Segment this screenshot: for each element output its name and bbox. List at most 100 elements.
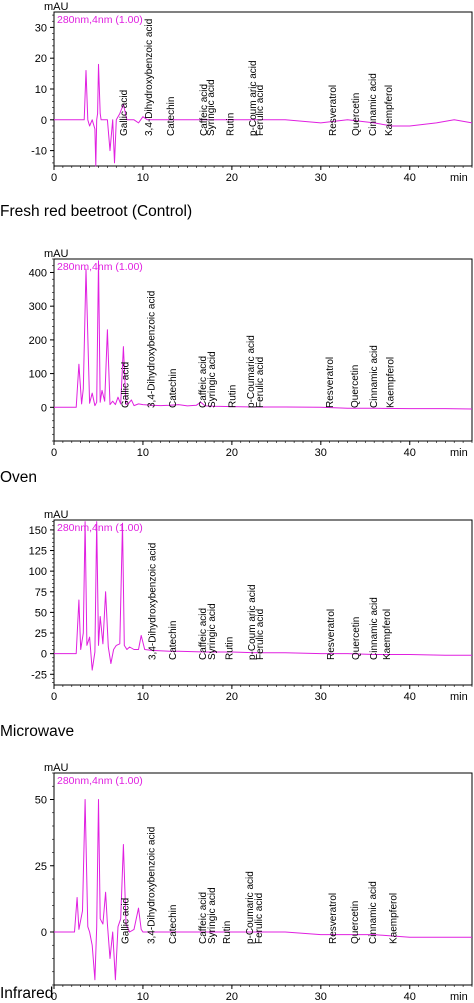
x-tick-label: 20 — [226, 691, 238, 703]
y-tick-label: 400 — [29, 267, 47, 279]
x-axis-label: min — [450, 691, 468, 703]
chromatogram-trace — [54, 260, 473, 410]
y-tick-label: 25 — [35, 628, 47, 640]
peak-label: Rutin — [222, 921, 233, 944]
peak-label: p-Coumaric acid — [246, 335, 257, 408]
peak-label: Syringic acid — [207, 887, 218, 944]
x-tick-label: 10 — [137, 991, 149, 1003]
peak-label: Ferulic acid — [254, 893, 265, 944]
y-tick-label: 20 — [35, 53, 47, 65]
peak-label: Catechin — [168, 369, 179, 408]
peak-label: Quercetin — [351, 93, 362, 136]
peak-label: Rutin — [227, 385, 238, 408]
chromatogram-trace — [54, 63, 473, 167]
peak-label: Gallic acid — [119, 90, 130, 136]
peak-label: Syringic acid — [207, 603, 218, 660]
peak-label: Quercetin — [350, 365, 361, 408]
chromatogram-panel: -25 0 25 50 75 100 125 150 0 10 20 30 40 mAU min 280nm,… — [0, 509, 473, 740]
peak-label: Ferulic acid — [255, 357, 266, 408]
x-tick-label: 30 — [315, 991, 327, 1003]
peak-label: Cinnamic acid — [369, 597, 380, 660]
y-tick-label: 0 — [41, 402, 47, 414]
peak-label: Caffeic acid — [198, 356, 209, 408]
y-tick-label: 100 — [29, 566, 47, 578]
peak-label: 3,4-Dihydroxybenzoic acid — [147, 543, 158, 660]
y-axis-label: mAU — [44, 509, 69, 521]
y-tick-label: 50 — [35, 795, 47, 807]
peak-label: Kaempferol — [388, 893, 399, 944]
peak-label: Cinnamic acid — [368, 881, 379, 944]
x-axis-label: min — [450, 447, 468, 459]
x-tick-label: 40 — [404, 691, 416, 703]
legend-text: 280nm,4nm (1.00) — [57, 522, 143, 534]
plot-frame — [53, 258, 473, 442]
y-axis-label: mAU — [44, 1, 69, 13]
peak-label: Rutin — [226, 113, 237, 136]
y-tick-label: 0 — [41, 649, 47, 661]
x-tick-label: 30 — [315, 172, 327, 184]
x-tick-label: 10 — [137, 691, 149, 703]
peak-label: Syringic acid — [206, 79, 217, 136]
peak-label: Cinnamic acid — [368, 73, 379, 136]
x-tick-label: 40 — [404, 447, 416, 459]
y-tick-label: 50 — [35, 607, 47, 619]
x-tick-label: 0 — [51, 991, 57, 1003]
x-axis-label: min — [450, 172, 468, 184]
panel-caption: Fresh red beetroot (Control) — [0, 203, 192, 220]
peak-label: 3,4-Dihydroxybenzoic acid — [146, 291, 157, 408]
legend-text: 280nm,4nm (1.00) — [57, 775, 143, 787]
x-tick-label: 30 — [315, 691, 327, 703]
legend-text: 280nm,4nm (1.00) — [57, 261, 143, 273]
x-tick-label: 20 — [226, 991, 238, 1003]
x-axis-label: min — [450, 991, 468, 1003]
x-tick-label: 20 — [226, 447, 238, 459]
x-tick-label: 20 — [226, 172, 238, 184]
y-tick-label: 200 — [29, 335, 47, 347]
x-tick-label: 30 — [315, 447, 327, 459]
peak-label: Rutin — [225, 637, 236, 660]
y-tick-label: 30 — [35, 22, 47, 34]
peak-label: Gallic acid — [121, 362, 132, 408]
y-axis-label: mAU — [44, 762, 69, 774]
y-tick-label: 0 — [41, 115, 47, 127]
peak-label: Resveratrol — [325, 357, 336, 408]
y-tick-label: 75 — [35, 587, 47, 599]
peak-label: Cinnamic acid — [369, 345, 380, 408]
peak-label: Resveratrol — [328, 893, 339, 944]
y-tick-label: -25 — [31, 669, 47, 681]
chromatogram-trace — [54, 799, 472, 981]
chromatogram-panel: 0 25 50 0 10 20 30 40 mAU min 280nm,4nm (1.00) Gall… — [0, 762, 473, 1003]
peak-label: Quercetin — [351, 617, 362, 660]
plot-frame — [53, 519, 473, 686]
chromatogram-trace — [54, 521, 472, 671]
y-tick-label: 25 — [35, 861, 47, 873]
y-tick-label: 125 — [29, 546, 47, 558]
x-tick-label: 40 — [404, 991, 416, 1003]
y-tick-label: 0 — [41, 927, 47, 939]
peak-label: Ferulic acid — [255, 609, 266, 660]
y-tick-label: 10 — [35, 84, 47, 96]
chromatogram-panel: -10 0 10 20 30 0 10 20 30 40 mAU min 280nm,4nm (1.00… — [0, 1, 473, 220]
peak-label: p-Coum aric acid — [247, 584, 258, 660]
x-tick-label: 10 — [137, 172, 149, 184]
panel-caption: Oven — [0, 469, 37, 486]
peak-label: Caffeic acid — [199, 84, 210, 136]
peak-label: Ferulic acid — [255, 85, 266, 136]
peak-label: Kaempferol — [384, 85, 395, 136]
peak-label: p-Coumaric acid — [245, 871, 256, 944]
peak-label: p-Coum aric acid — [248, 60, 259, 136]
peak-label: Catechin — [168, 621, 179, 660]
panel-caption: Infrared — [0, 985, 53, 1002]
panel-caption: Microwave — [0, 723, 74, 740]
x-tick-label: 10 — [137, 447, 149, 459]
peak-label: Resveratrol — [326, 609, 337, 660]
peak-label: Syringic acid — [207, 351, 218, 408]
y-tick-label: 150 — [29, 525, 47, 537]
peak-label: Kaempferol — [386, 357, 397, 408]
y-tick-label: 100 — [29, 369, 47, 381]
peak-label: Catechin — [168, 905, 179, 944]
peak-label: Catechin — [166, 97, 177, 136]
x-tick-label: 0 — [51, 172, 57, 184]
peak-label: Kaempferol — [382, 609, 393, 660]
